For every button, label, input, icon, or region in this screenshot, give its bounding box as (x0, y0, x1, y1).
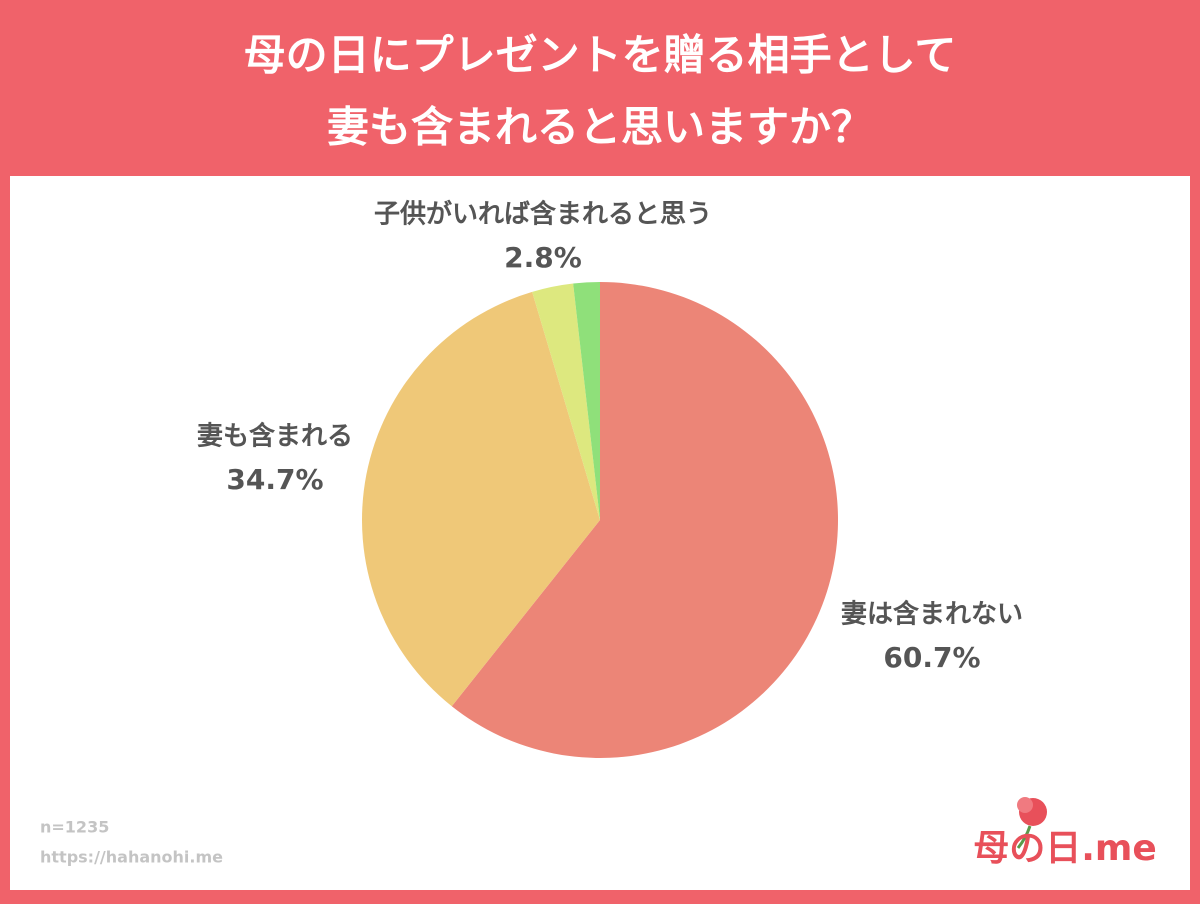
value-label: 34.7% (226, 463, 323, 496)
chart-title: 母の日にプレゼントを贈る相手として (244, 31, 957, 80)
chart-title: 妻も含まれると思いますか？ (327, 103, 873, 152)
logo-icon (1016, 797, 1047, 849)
slice-label: 子供がいれば含まれると思う (374, 199, 712, 230)
slice-label: 妻も含まれる (197, 421, 353, 452)
value-label: 2.8% (504, 241, 582, 274)
source: https://hahanohi.me (40, 848, 223, 867)
pie-slice (361, 291, 600, 707)
pie-slice (573, 282, 600, 520)
value-label: 60.7% (883, 641, 980, 674)
sample-note: n=1235 (40, 818, 109, 837)
pie-slice (451, 282, 839, 758)
slice-label: 妻は含まれない (841, 599, 1023, 630)
pie-slice (532, 283, 600, 520)
logo: 母の日.me (973, 828, 1157, 869)
